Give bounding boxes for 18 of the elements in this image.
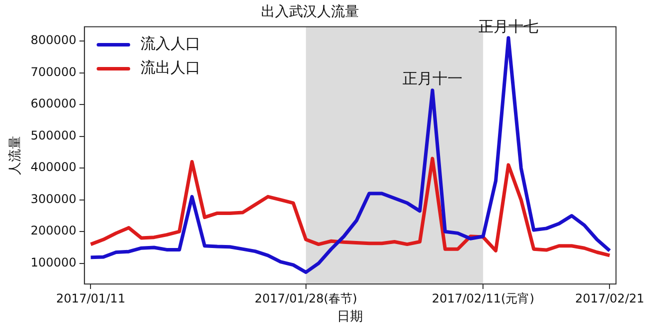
y-tick-label: 700000 [30, 64, 76, 79]
y-axis-title: 人流量 [7, 136, 24, 175]
legend-label: 流出人口 [140, 58, 200, 77]
x-tick-label: 2017/01/28(春节) [254, 291, 358, 306]
legend-label: 流入人口 [140, 34, 200, 53]
y-tick-label: 300000 [30, 192, 76, 206]
y-tick-label: 400000 [30, 160, 76, 174]
x-tick-label: 2017/02/21 [575, 291, 644, 306]
y-tick-label: 500000 [30, 128, 76, 142]
y-tick-label: 800000 [30, 33, 76, 48]
x-axis-title: 日期 [337, 310, 364, 325]
y-tick-label: 200000 [30, 224, 76, 238]
y-tick-label: 600000 [30, 96, 76, 111]
annotation: 正月十一 [402, 70, 462, 88]
chart-title: 出入武汉人流量 [261, 4, 359, 20]
x-tick-label: 2017/01/11 [56, 291, 126, 306]
y-tick-label: 100000 [30, 255, 76, 270]
x-tick-label: 2017/02/11(元宵) [432, 291, 534, 306]
